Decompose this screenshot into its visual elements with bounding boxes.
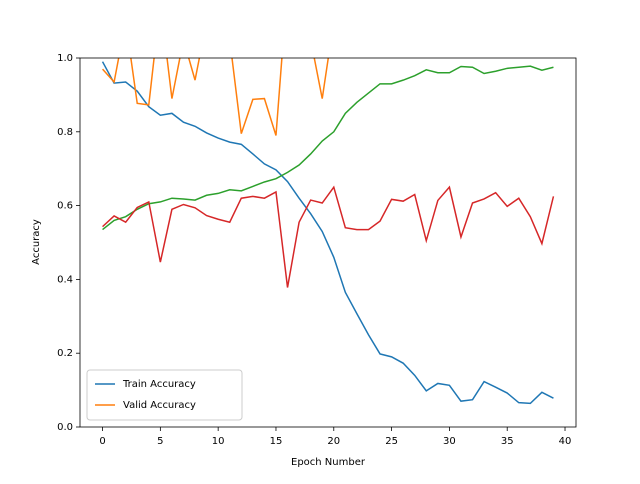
legend-label: Valid Accuracy [123,400,196,411]
y-tick-label: 0.0 [57,422,73,433]
y-tick-label: 0.2 [57,348,73,359]
data-line [102,65,554,231]
axes-frame [79,57,577,428]
x-tick-label: 35 [501,436,514,447]
data-line [102,185,555,288]
x-tick-label: 15 [270,436,283,447]
plot-area [101,58,555,405]
x-tick-label: 10 [212,436,225,447]
x-tick-label: 30 [443,436,456,447]
x-tick-label: 0 [99,436,105,447]
y-tick-label: 0.6 [57,201,73,212]
y-axis-label: Accuracy [31,219,42,265]
x-axis-label: Epoch Number [291,457,366,468]
y-tick-label: 1.0 [57,53,73,64]
legend-label: Train Accuracy [122,379,196,390]
x-tick-label: 25 [385,436,398,447]
x-tick-label: 5 [157,436,163,447]
data-line [101,58,330,136]
x-tick-label: 20 [327,436,340,447]
y-tick-label: 0.4 [57,274,73,285]
legend-box [86,369,243,421]
data-line [101,61,554,405]
y-tick-label: 0.8 [57,127,73,138]
x-tick-label: 40 [559,436,572,447]
